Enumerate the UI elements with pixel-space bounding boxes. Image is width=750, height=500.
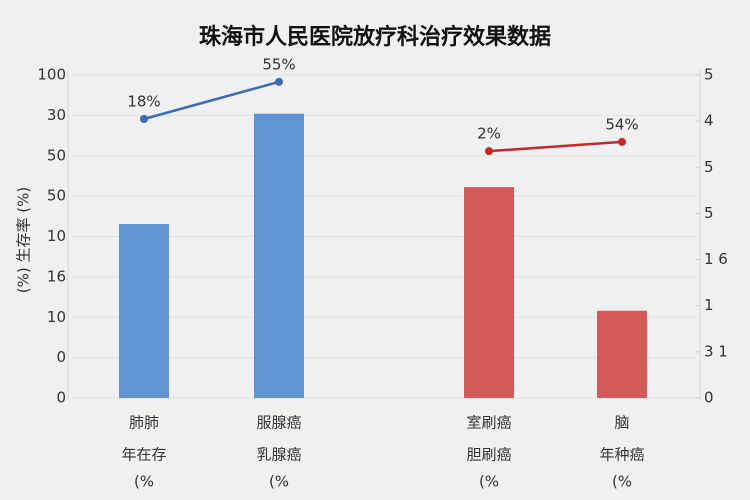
- bar: [464, 187, 514, 398]
- line-point: [618, 137, 626, 146]
- y-tick-label: 30: [47, 106, 66, 124]
- x-tick-label: 脑: [614, 414, 629, 432]
- x-tick-label: 服腺癌: [256, 414, 301, 432]
- chart-title: 珠海市人民医院放疗科治疗效果数据: [199, 24, 551, 50]
- x-sublabel: 乳腺癌: [256, 446, 301, 464]
- bar: [254, 113, 304, 398]
- x-unit-label: (%: [479, 473, 499, 491]
- point-label: 18%: [127, 93, 160, 111]
- x-unit-label: (%: [269, 473, 289, 491]
- bar: [597, 310, 647, 398]
- x-unit-label: (%: [134, 473, 154, 491]
- y-tick-label: 100: [37, 66, 66, 84]
- y-tick-label: 10: [47, 227, 66, 245]
- y2-tick-label: 0: [704, 389, 714, 407]
- line-point: [140, 115, 148, 124]
- x-tick-label: 肺肺: [129, 414, 159, 432]
- y-tick-label: 50: [47, 187, 66, 205]
- x-sublabel: 胆刷癌: [466, 446, 511, 464]
- y-tick-label: 10: [47, 308, 66, 326]
- y2-tick-label: 5: [704, 204, 714, 222]
- y-tick-label: 16: [47, 267, 66, 285]
- y-axis-label: (%) 生存率 (%): [15, 187, 33, 293]
- line-point: [275, 77, 283, 86]
- x-sublabel: 年在存: [121, 446, 166, 464]
- line-point: [485, 147, 493, 156]
- y-tick-label: 0: [56, 389, 66, 407]
- y2-tick-label: 5: [704, 66, 714, 84]
- point-label: 54%: [605, 115, 638, 133]
- y2-tick-label: 1 6: [704, 250, 728, 268]
- x-unit-label: (%: [612, 473, 632, 491]
- y2-tick-label: 4: [704, 112, 714, 130]
- y2-tick-label: 3 1: [704, 342, 728, 360]
- y-tick-label: 50: [47, 146, 66, 164]
- point-label: 2%: [477, 125, 501, 143]
- x-sublabel: 年种癌: [599, 446, 644, 464]
- point-label: 55%: [262, 55, 295, 73]
- y2-tick-label: 5: [704, 158, 714, 176]
- line: [143, 80, 280, 121]
- x-tick-label: 室刷癌: [466, 414, 511, 432]
- bar: [119, 223, 169, 398]
- y-tick-label: 0: [56, 348, 66, 366]
- y2-tick-label: 1: [704, 296, 714, 314]
- line: [488, 140, 623, 153]
